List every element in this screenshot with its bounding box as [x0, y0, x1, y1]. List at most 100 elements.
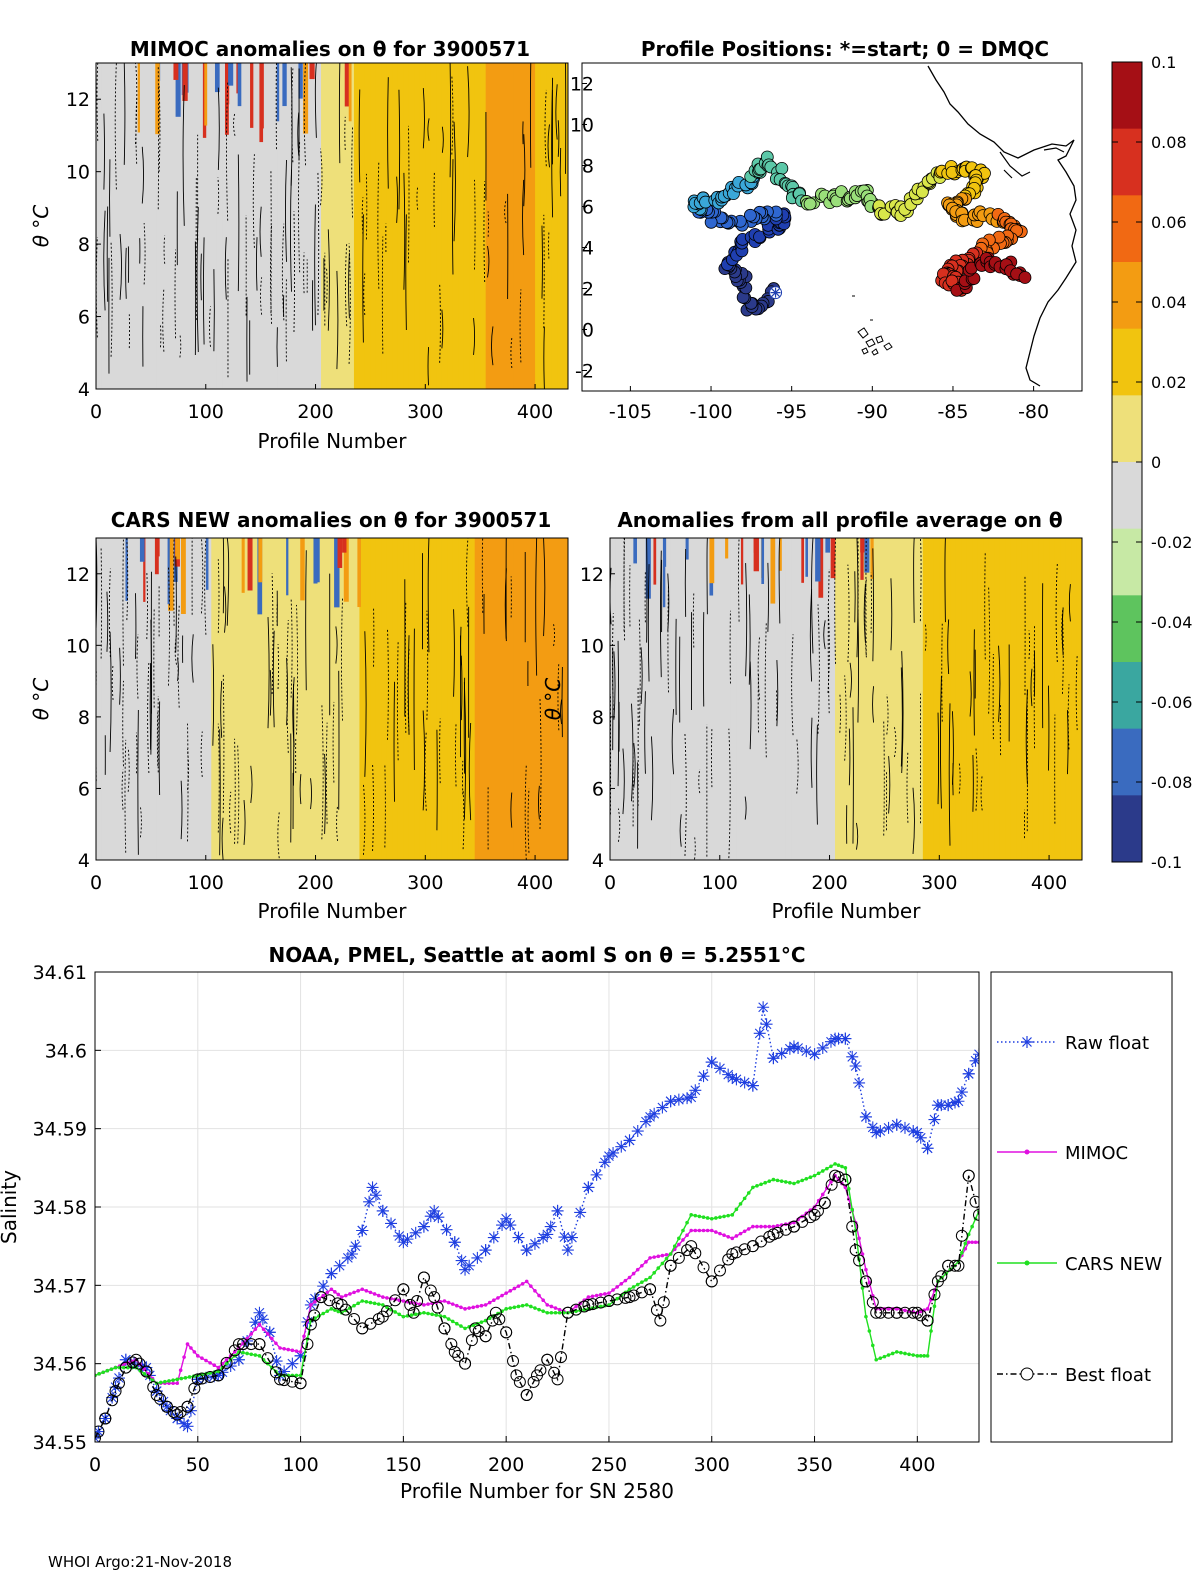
contour-line — [332, 701, 335, 783]
cars-new-marker — [529, 1304, 533, 1309]
heatmap-cell — [562, 63, 568, 389]
heatmap-cell — [1065, 538, 1072, 860]
cars-new-marker — [409, 1313, 414, 1317]
raw-float-marker — [385, 1217, 398, 1230]
contour-line — [1066, 710, 1069, 775]
contour-line — [817, 604, 820, 734]
heatmap-cell — [430, 538, 437, 860]
contour-line — [237, 154, 240, 292]
mimoc-marker — [730, 1236, 735, 1241]
mimoc-marker — [648, 1256, 652, 1260]
cars-new-marker — [825, 1166, 829, 1171]
y-tick-label: 34.6 — [45, 1040, 87, 1062]
heatmap-cell — [513, 538, 520, 860]
x-tick-label: -85 — [937, 401, 968, 423]
contour-line — [141, 146, 144, 204]
heatmap-cell — [386, 538, 393, 860]
contour-line — [939, 675, 942, 809]
contour-line — [358, 89, 361, 183]
colorbar-tick-label: -0.06 — [1151, 693, 1192, 712]
heatmap-cell — [1027, 538, 1034, 860]
heatmap-cell — [357, 538, 361, 608]
cars-new-marker — [216, 1369, 221, 1374]
raw-float-marker — [832, 1032, 845, 1045]
contour-line — [143, 223, 146, 285]
heatmap-cell — [703, 538, 710, 860]
best-float-marker — [452, 1349, 465, 1362]
heatmap-cell — [117, 538, 125, 860]
heatmap-cell — [277, 538, 284, 860]
cars-new-marker — [582, 1307, 587, 1312]
contour-line — [204, 538, 207, 635]
cars-new-marker — [746, 1191, 751, 1195]
contour-line — [377, 161, 380, 289]
heatmap-cell — [397, 63, 404, 389]
heatmap-cell — [763, 538, 770, 860]
contour-line — [203, 237, 205, 345]
best-float-marker — [261, 1352, 274, 1365]
heatmap-cell — [288, 63, 295, 389]
mimoc-marker — [216, 1365, 221, 1370]
mimoc-marker — [738, 1231, 743, 1236]
heatmap-cell — [277, 63, 284, 389]
cars-new-marker — [718, 1215, 722, 1219]
raw-float-marker — [333, 1259, 346, 1272]
contour-line — [919, 538, 922, 622]
heatmap-cell — [480, 538, 487, 860]
heatmap-cell — [342, 63, 350, 389]
heatmap-cell — [381, 538, 388, 860]
colorbar-segment — [1112, 262, 1142, 330]
heatmap-cell — [96, 63, 103, 389]
heatmap-cell — [758, 538, 765, 860]
heatmap-cell — [282, 538, 289, 860]
best-float-marker — [150, 1389, 163, 1401]
heatmap-cell — [237, 63, 242, 107]
mimoc-marker — [344, 1293, 348, 1298]
cars-new-marker — [442, 1314, 447, 1319]
cars-new-marker — [783, 1180, 788, 1184]
mimoc-marker — [751, 1224, 755, 1229]
mimoc-marker — [182, 1355, 186, 1359]
raw-float-marker — [753, 1027, 766, 1040]
x-tick-label: 0 — [604, 872, 616, 894]
cars-new-marker — [163, 1379, 167, 1384]
cars-new-marker — [870, 1343, 875, 1348]
cars-new-marker — [598, 1304, 603, 1309]
contour-line — [453, 609, 455, 697]
heatmap-cell — [736, 538, 743, 860]
y-tick-label: 0 — [582, 320, 594, 342]
cars-new-marker — [471, 1323, 476, 1328]
heatmap-cell — [670, 538, 677, 860]
cars-new-marker — [767, 1179, 772, 1183]
heatmap-cell — [303, 63, 309, 134]
colorbar-tick-label: -0.04 — [1151, 613, 1192, 632]
mimoc-marker — [689, 1228, 693, 1233]
raw-float-marker — [356, 1224, 369, 1237]
contour-line — [796, 738, 799, 794]
heatmap-cell — [286, 538, 289, 596]
colorbar-segment — [1112, 462, 1142, 530]
heatmap-cell — [337, 538, 344, 860]
best-float-marker — [849, 1244, 862, 1257]
best-float-marker — [804, 1211, 817, 1224]
mimoc-marker — [339, 1295, 344, 1299]
contour-line — [617, 640, 620, 787]
best-float-marker — [486, 1314, 499, 1327]
heatmap-cell — [818, 538, 824, 598]
mimoc-marker — [755, 1224, 759, 1229]
salinity-panel-title: NOAA, PMEL, Seattle at aoml S on θ = 5.2… — [268, 943, 805, 967]
contour-line — [221, 817, 224, 860]
best-float-marker — [811, 1204, 824, 1217]
heatmap-cell — [408, 538, 415, 860]
colorbar-tick-label: -0.1 — [1151, 853, 1182, 872]
heatmap-cell — [496, 538, 503, 860]
heatmap-cell — [310, 538, 317, 860]
contour-line — [427, 538, 430, 653]
heatmap-cell — [878, 538, 886, 860]
mimoc-marker — [857, 1236, 861, 1241]
mimoc-marker — [771, 1224, 776, 1229]
contour-line — [336, 805, 338, 841]
profile-average-anomaly-panel: Anomalies from all profile average on θ … — [541, 508, 1083, 923]
contour-line — [226, 82, 229, 221]
heatmap-cell — [692, 538, 699, 860]
